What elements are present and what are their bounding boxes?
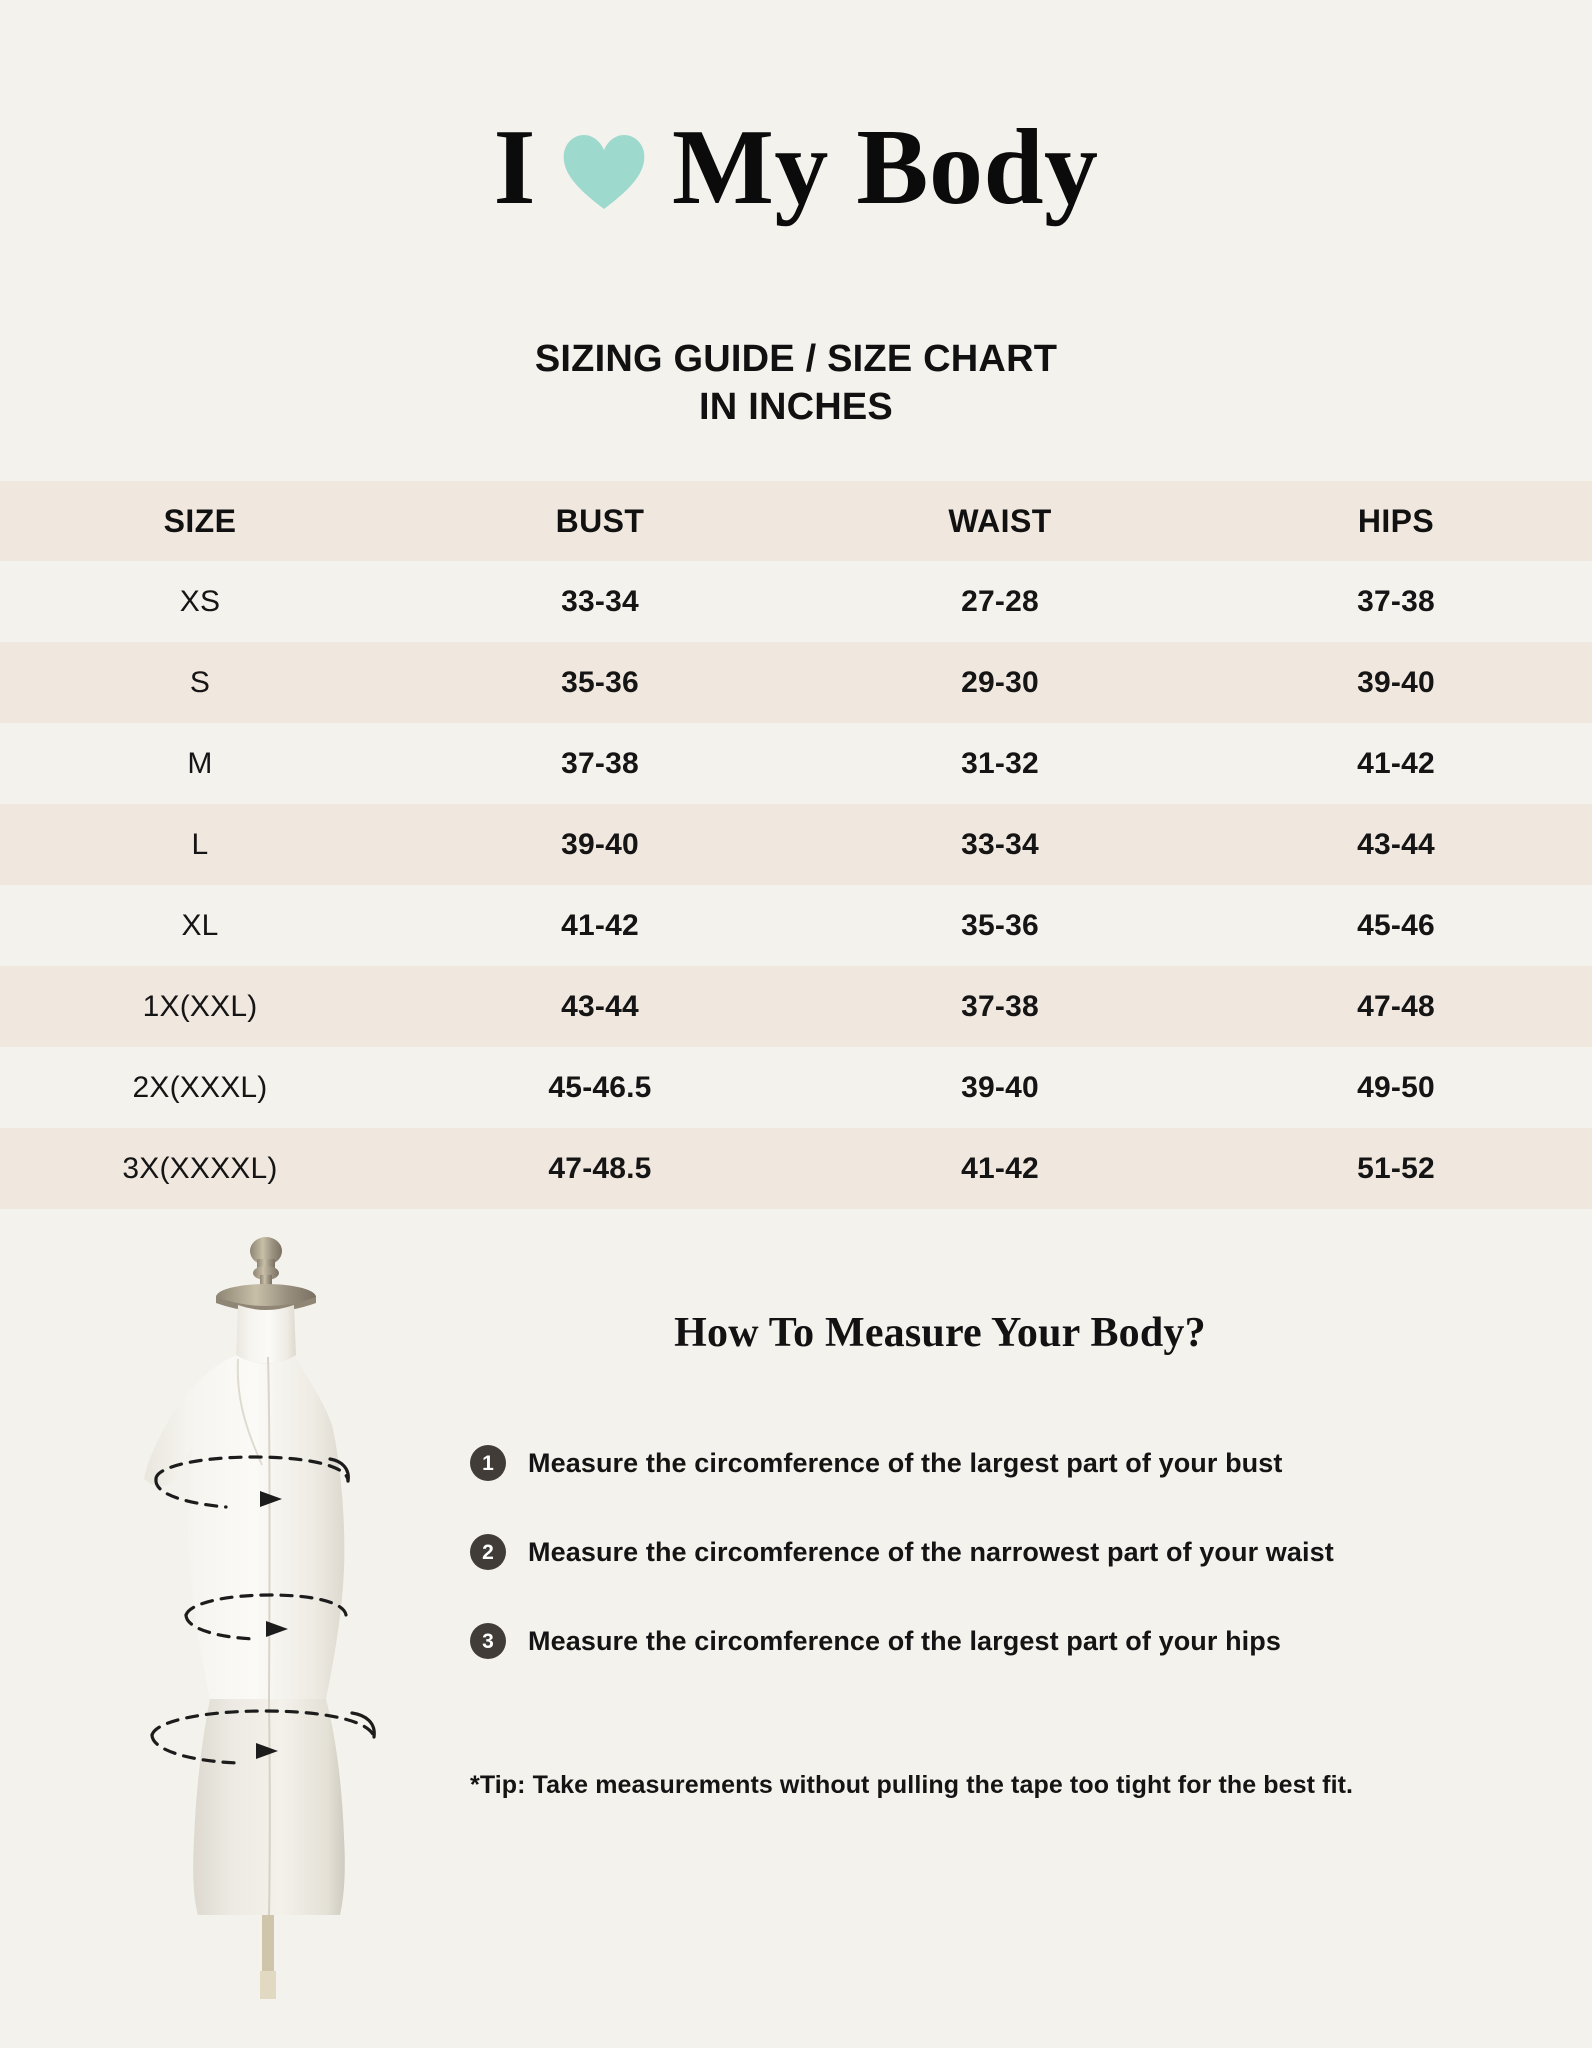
page-title-line2: IN INCHES [699, 385, 893, 428]
page-title: SIZING GUIDE / SIZE CHART IN INCHES [0, 336, 1592, 431]
step-text-3: Measure the circomference of the largest… [528, 1625, 1281, 1656]
step-number-badge-3: 3 [470, 1623, 506, 1659]
measure-step-3: 3 Measure the circomference of the large… [470, 1623, 1530, 1659]
cell-waist: 37-38 [961, 989, 1039, 1023]
table-body: XS 33-34 27-28 37-38 S 35-36 29-30 39-40… [0, 561, 1592, 1209]
cell-bust: 37-38 [561, 746, 639, 780]
cell-hips: 37-38 [1357, 584, 1435, 618]
table-row: 2X(XXXL) 45-46.5 39-40 49-50 [0, 1047, 1592, 1128]
cell-waist: 35-36 [961, 908, 1039, 942]
cell-size: 1X(XXL) [142, 989, 258, 1023]
cell-bust: 41-42 [561, 908, 639, 942]
step-text-2: Measure the circomference of the narrowe… [528, 1536, 1334, 1567]
column-header-waist: WAIST [948, 502, 1052, 539]
cell-bust: 33-34 [561, 584, 639, 618]
measure-section: How To Measure Your Body? 1 Measure the … [0, 1209, 1592, 2009]
cell-hips: 43-44 [1357, 827, 1435, 861]
brand-right-text: My Body [671, 108, 1099, 227]
step-number-badge-1: 1 [470, 1445, 506, 1481]
size-chart-table: SIZE BUST WAIST HIPS XS 33-34 27-28 37-3… [0, 481, 1592, 1209]
cell-bust: 39-40 [561, 827, 639, 861]
table-row: 1X(XXL) 43-44 37-38 47-48 [0, 966, 1592, 1047]
page-title-line1: SIZING GUIDE / SIZE CHART [534, 338, 1058, 380]
cell-size: 2X(XXXL) [132, 1070, 268, 1104]
heart-icon [562, 130, 646, 214]
cell-hips: 49-50 [1357, 1070, 1435, 1104]
cell-size: XS [179, 584, 221, 618]
table-row: XL 41-42 35-36 45-46 [0, 885, 1592, 966]
cell-size: L [191, 827, 209, 861]
cell-waist: 41-42 [961, 1151, 1039, 1185]
dress-form-mannequin-icon [86, 1229, 446, 2009]
cell-size: 3X(XXXXL) [122, 1151, 278, 1185]
table-header: SIZE BUST WAIST HIPS [0, 481, 1592, 561]
cell-bust: 35-36 [561, 665, 639, 699]
step-number-badge-2: 2 [470, 1534, 506, 1570]
table-header-row: SIZE BUST WAIST HIPS [0, 481, 1592, 561]
measure-step-1: 1 Measure the circomference of the large… [470, 1445, 1530, 1481]
brand-logo: I My Body [0, 0, 1592, 228]
column-header-bust: BUST [555, 502, 645, 539]
measure-heading: How To Measure Your Body? [674, 1310, 1206, 1356]
cell-bust: 43-44 [561, 989, 639, 1023]
cell-bust: 47-48.5 [548, 1151, 652, 1185]
table-row: S 35-36 29-30 39-40 [0, 642, 1592, 723]
cell-hips: 39-40 [1357, 665, 1435, 699]
column-header-size: SIZE [163, 502, 237, 539]
cell-hips: 41-42 [1357, 746, 1435, 780]
table-row: M 37-38 31-32 41-42 [0, 723, 1592, 804]
cell-waist: 29-30 [961, 665, 1039, 699]
cell-hips: 51-52 [1357, 1151, 1435, 1185]
cell-size: M [187, 746, 213, 780]
cell-waist: 27-28 [961, 584, 1039, 618]
cell-bust: 45-46.5 [548, 1070, 652, 1104]
measure-instructions-panel: How To Measure Your Body? 1 Measure the … [470, 1309, 1530, 1800]
table-row: 3X(XXXXL) 47-48.5 41-42 51-52 [0, 1128, 1592, 1209]
step-text-1: Measure the circomference of the largest… [528, 1447, 1283, 1478]
cell-size: S [189, 665, 211, 699]
cell-waist: 31-32 [961, 746, 1039, 780]
tip-note: *Tip: Take measurements without pulling … [470, 1771, 1354, 1799]
cell-size: XL [181, 908, 219, 942]
column-header-hips: HIPS [1357, 502, 1435, 539]
cell-waist: 33-34 [961, 827, 1039, 861]
table-row: XS 33-34 27-28 37-38 [0, 561, 1592, 642]
cell-waist: 39-40 [961, 1070, 1039, 1104]
cell-hips: 47-48 [1357, 989, 1435, 1023]
table-row: L 39-40 33-34 43-44 [0, 804, 1592, 885]
cell-hips: 45-46 [1357, 908, 1435, 942]
measure-step-2: 2 Measure the circomference of the narro… [470, 1534, 1530, 1570]
brand-left-letter: I [493, 108, 536, 227]
